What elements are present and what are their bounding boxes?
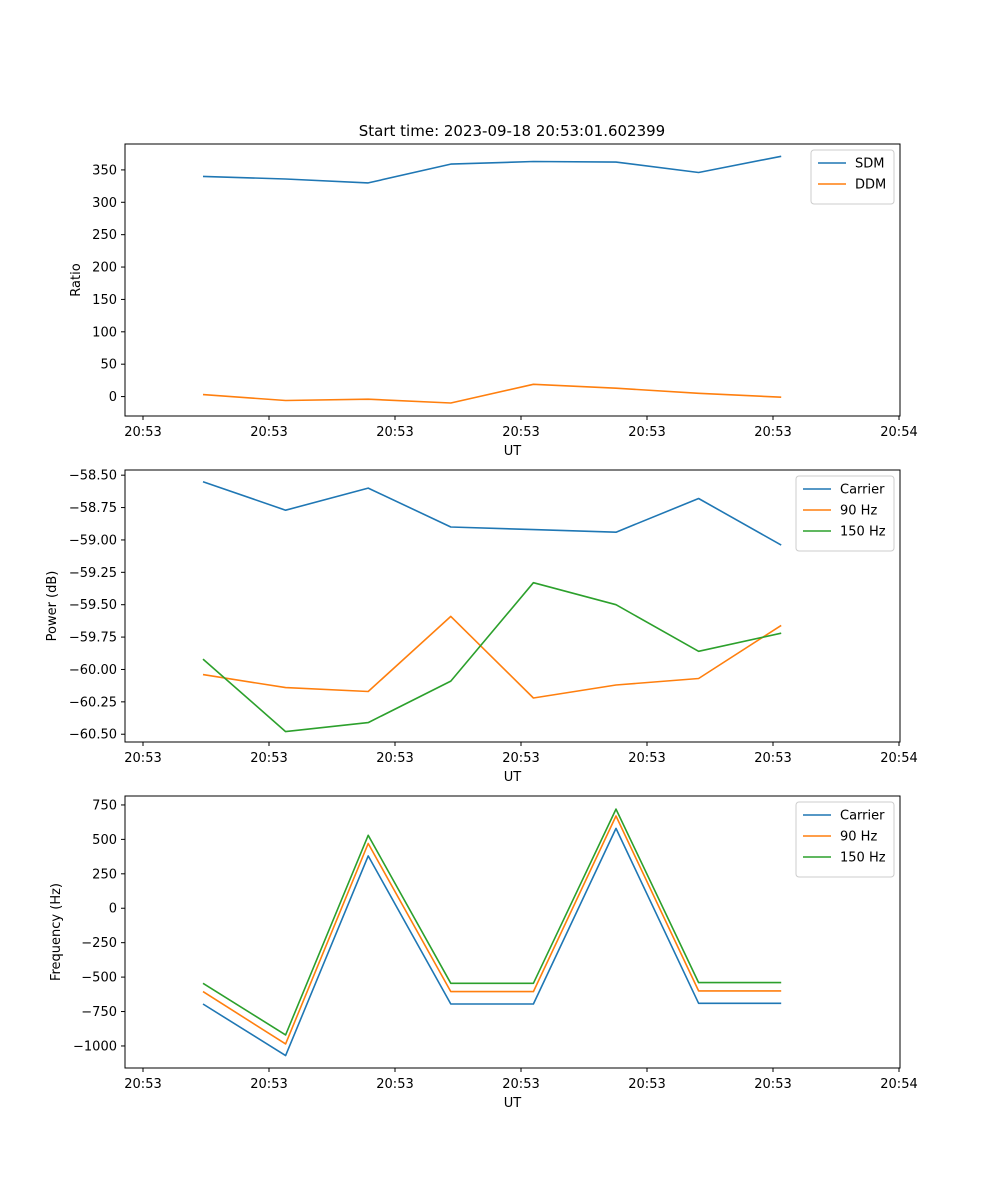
y-tick-label: −1000 <box>73 1039 117 1054</box>
legend: Carrier 90 Hz 150 Hz <box>795 801 895 878</box>
legend-box <box>795 801 895 878</box>
y-tick-label: 250 <box>92 228 117 243</box>
x-tick-label: 20:53 <box>376 751 413 766</box>
legend-label: 150 Hz <box>840 525 886 540</box>
y-axis-label: Ratio <box>69 263 84 296</box>
x-tick-label: 20:53 <box>628 1077 665 1092</box>
x-axis-label: UT <box>504 444 522 459</box>
y-tick-label: −250 <box>81 936 117 951</box>
x-tick-label: 20:54 <box>880 1077 917 1092</box>
y-tick-label: −60.00 <box>69 663 117 678</box>
chart-panel-2: 20:53 20:53 20:53 20:53 20:53 20:53 20:54 −58.5… <box>45 469 918 785</box>
y-tick-label: −59.00 <box>69 533 117 548</box>
y-tick-label: 750 <box>92 798 117 813</box>
y-axis-label: Frequency (Hz) <box>49 883 64 981</box>
x-tick-label: 20:53 <box>502 1077 539 1092</box>
series-line-ddm <box>202 383 782 404</box>
x-axis-label: UT <box>504 770 522 785</box>
y-tick-label: −58.50 <box>69 469 117 484</box>
x-tick-label: 20:53 <box>250 751 287 766</box>
x-tick-label: 20:53 <box>124 751 161 766</box>
legend-label: Carrier <box>840 483 885 498</box>
series-line-150-hz <box>202 581 782 733</box>
x-tick-label: 20:53 <box>376 1077 413 1092</box>
series-line-carrier <box>202 827 782 1057</box>
legend-label: SDM <box>855 157 884 172</box>
chart-panel-1: 20:53 20:53 20:53 20:53 20:53 20:53 20:54 0 50 10… <box>69 143 918 459</box>
y-axis-label: Power (dB) <box>45 571 60 642</box>
series-line-150-hz <box>202 808 782 1036</box>
legend-label: 150 Hz <box>840 851 886 866</box>
y-tick-label: 500 <box>92 833 117 848</box>
legend-label: DDM <box>855 178 886 193</box>
axes-frame <box>124 469 901 743</box>
x-tick-label: 20:53 <box>628 751 665 766</box>
y-tick-label: −59.75 <box>69 631 117 646</box>
y-tick-label: 300 <box>92 196 117 211</box>
x-tick-label: 20:53 <box>124 425 161 440</box>
series-line-90-hz <box>202 615 782 699</box>
series-line-90-hz <box>202 815 782 1045</box>
x-tick-label: 20:53 <box>502 425 539 440</box>
x-tick-label: 20:53 <box>250 1077 287 1092</box>
series-line-carrier <box>202 480 782 546</box>
series-line-sdm <box>202 155 782 184</box>
x-tick-label: 20:53 <box>250 425 287 440</box>
y-tick-label: −59.25 <box>69 566 117 581</box>
legend: SDM DDM <box>810 149 895 205</box>
chart-panel-3: 20:53 20:53 20:53 20:53 20:53 20:53 20:54 −1000… <box>49 795 918 1111</box>
y-tick-label: −60.50 <box>69 728 117 743</box>
x-tick-label: 20:53 <box>124 1077 161 1092</box>
y-tick-label: 250 <box>92 867 117 882</box>
x-axis-label: UT <box>504 1096 522 1111</box>
y-tick-label: 0 <box>109 390 117 405</box>
x-tick-label: 20:53 <box>376 425 413 440</box>
y-tick-label: 0 <box>109 902 117 917</box>
axes-frame <box>124 795 901 1069</box>
x-tick-label: 20:54 <box>880 751 917 766</box>
y-tick-label: 200 <box>92 261 117 276</box>
y-tick-label: −58.75 <box>69 501 117 516</box>
legend-box <box>795 475 895 552</box>
legend: Carrier 90 Hz 150 Hz <box>795 475 895 552</box>
y-tick-label: −59.50 <box>69 598 117 613</box>
x-tick-label: 20:53 <box>754 1077 791 1092</box>
x-tick-label: 20:53 <box>754 425 791 440</box>
y-tick-label: 50 <box>100 358 117 373</box>
x-tick-label: 20:53 <box>754 751 791 766</box>
chart-title: Start time: 2023-09-18 20:53:01.602399 <box>359 122 665 140</box>
y-tick-label: −500 <box>81 971 117 986</box>
y-tick-label: 150 <box>92 293 117 308</box>
y-tick-label: −60.25 <box>69 695 117 710</box>
x-tick-label: 20:53 <box>628 425 665 440</box>
y-tick-label: 100 <box>92 325 117 340</box>
legend-label: Carrier <box>840 809 885 824</box>
legend-label: 90 Hz <box>840 830 877 845</box>
x-tick-label: 20:54 <box>880 425 917 440</box>
y-tick-label: 350 <box>92 163 117 178</box>
y-tick-label: −750 <box>81 1005 117 1020</box>
legend-label: 90 Hz <box>840 504 877 519</box>
x-tick-label: 20:53 <box>502 751 539 766</box>
axes-frame <box>124 143 901 417</box>
